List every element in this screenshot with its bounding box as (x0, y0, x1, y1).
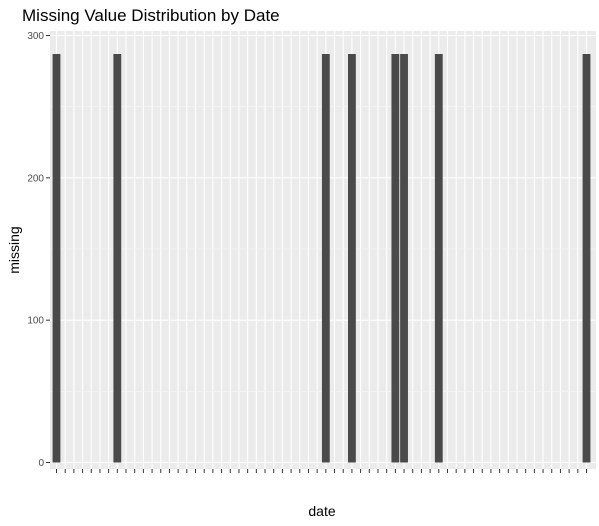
y-axis: 0 100 200 300 (27, 31, 50, 469)
x-axis (56, 469, 587, 473)
y-tick-label: 200 (27, 173, 44, 184)
bars (52, 54, 591, 463)
chart-title: Missing Value Distribution by Date (22, 6, 280, 25)
x-axis-title: date (308, 503, 335, 519)
bar (434, 54, 443, 463)
y-tick-label: 0 (38, 458, 44, 469)
bar (52, 54, 61, 463)
bar (348, 54, 356, 463)
bar (113, 54, 122, 463)
y-axis-title: missing (6, 226, 22, 273)
y-tick-label: 100 (27, 316, 44, 327)
y-tick-label: 300 (27, 31, 44, 42)
bar (391, 54, 400, 463)
bar (321, 54, 330, 463)
bar (582, 54, 591, 463)
bar (400, 54, 408, 463)
